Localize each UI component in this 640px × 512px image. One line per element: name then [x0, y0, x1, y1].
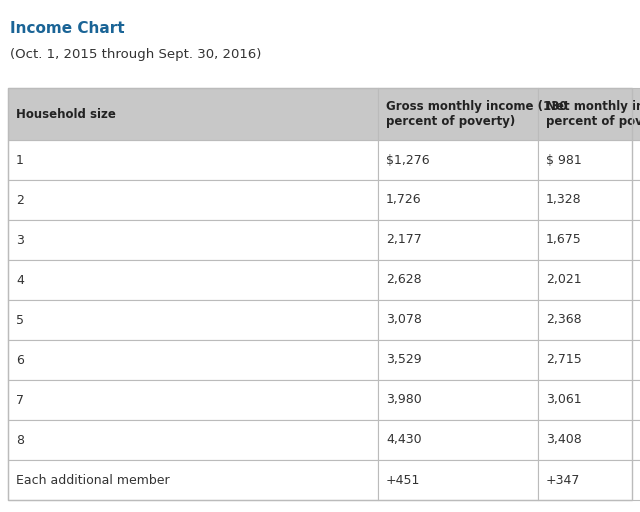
Text: $ 981: $ 981 — [546, 154, 582, 166]
Text: Income Chart: Income Chart — [10, 21, 125, 36]
Text: 3,408: 3,408 — [546, 434, 582, 446]
Text: 4,430: 4,430 — [386, 434, 422, 446]
Text: $1,276: $1,276 — [386, 154, 429, 166]
Text: 3,061: 3,061 — [546, 394, 582, 407]
Text: 6: 6 — [16, 353, 24, 367]
Text: Household size: Household size — [16, 108, 116, 120]
Text: 5: 5 — [16, 313, 24, 327]
Text: Each additional member: Each additional member — [16, 474, 170, 486]
Text: 2,021: 2,021 — [546, 273, 582, 287]
Text: 3: 3 — [16, 233, 24, 246]
Text: 1,726: 1,726 — [386, 194, 422, 206]
Text: 1,675: 1,675 — [546, 233, 582, 246]
Text: 4: 4 — [16, 273, 24, 287]
Text: 2,177: 2,177 — [386, 233, 422, 246]
Text: 2,715: 2,715 — [546, 353, 582, 367]
Text: (Oct. 1, 2015 through Sept. 30, 2016): (Oct. 1, 2015 through Sept. 30, 2016) — [10, 48, 261, 61]
Text: Gross monthly income (130
percent of poverty): Gross monthly income (130 percent of pov… — [386, 100, 568, 128]
Text: +347: +347 — [546, 474, 580, 486]
Text: 2: 2 — [16, 194, 24, 206]
Text: 7: 7 — [16, 394, 24, 407]
Text: 3,980: 3,980 — [386, 394, 422, 407]
Text: 1: 1 — [16, 154, 24, 166]
Text: 3,529: 3,529 — [386, 353, 422, 367]
Text: +451: +451 — [386, 474, 420, 486]
Text: 3,078: 3,078 — [386, 313, 422, 327]
Text: 8: 8 — [16, 434, 24, 446]
Text: Net monthly income (100
percent of poverty): Net monthly income (100 percent of pover… — [546, 100, 640, 128]
Text: 2,628: 2,628 — [386, 273, 422, 287]
Text: 1,328: 1,328 — [546, 194, 582, 206]
Text: 2,368: 2,368 — [546, 313, 582, 327]
